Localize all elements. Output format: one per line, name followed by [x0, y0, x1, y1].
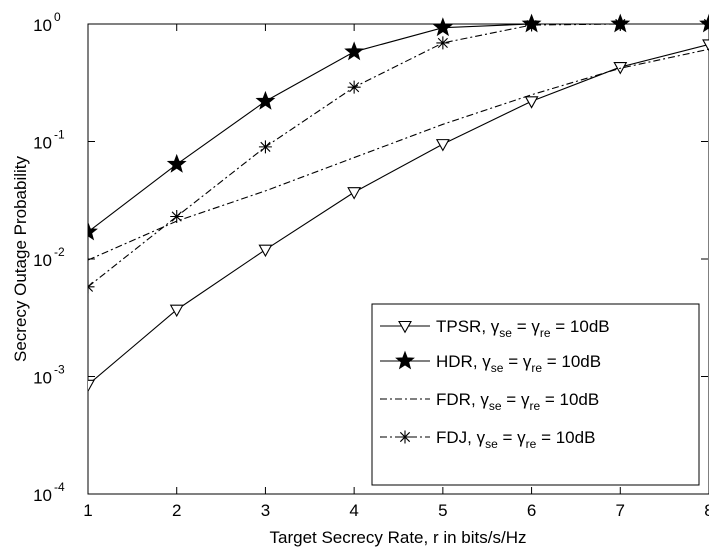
y-tick-label: 10 [33, 16, 52, 35]
marker-triangle [258, 244, 273, 258]
marker-triangle [435, 139, 450, 152]
y-tick-label: 10 [33, 486, 52, 505]
marker-triangle [347, 187, 362, 200]
marker-asterisk [347, 80, 361, 94]
legend-box [371, 303, 700, 486]
x-tick-label: 7 [616, 501, 625, 520]
marker-asterisk [398, 430, 412, 444]
x-tick-label: 1 [83, 501, 92, 520]
marker-triangle [702, 39, 709, 52]
legend-label: TPSR, γse = γre = 10dB [436, 317, 610, 340]
y-axis-label: Secrecy Outage Probability [11, 156, 30, 362]
marker-triangle [88, 379, 95, 393]
marker-star [395, 350, 415, 370]
marker-star [699, 13, 709, 33]
marker-star [255, 90, 276, 110]
y-tick-label: 10 [33, 134, 52, 153]
marker-asterisk [525, 18, 539, 32]
y-tick-label: 10 [33, 369, 52, 388]
legend: TPSR, γse = γre = 10dB HDR, γse = γre = 1… [371, 303, 700, 486]
x-tick-label: 8 [704, 501, 709, 520]
marker-asterisk [258, 140, 272, 154]
marker-asterisk [613, 17, 627, 31]
series-fdr [88, 48, 709, 261]
marker-star [88, 221, 98, 241]
y-tick-exponent: -4 [54, 480, 65, 494]
x-axis-label: Target Secrecy Rate, r in bits/s/Hz [270, 528, 527, 547]
x-tick-label: 6 [527, 501, 536, 520]
legend-label: HDR, γse = γre = 10dB [436, 352, 601, 375]
marker-triangle [524, 96, 539, 109]
x-tick-label: 2 [172, 501, 181, 520]
marker-triangle [398, 320, 412, 334]
marker-star [344, 41, 365, 61]
y-tick-exponent: -2 [54, 245, 65, 259]
y-tick-label: 10 [33, 251, 52, 270]
series-line [88, 48, 709, 261]
marker-triangle [169, 304, 184, 318]
marker-asterisk [170, 209, 184, 223]
y-tick-exponent: -3 [54, 363, 65, 377]
marker-asterisk [436, 36, 450, 50]
y-tick-exponent: 0 [54, 10, 61, 24]
series-fdj [88, 17, 709, 294]
x-tick-label: 3 [261, 501, 270, 520]
legend-label: FDR, γse = γre = 10dB [436, 390, 599, 413]
x-tick-label: 4 [349, 501, 358, 520]
series-layer [88, 13, 709, 393]
y-tick-exponent: -1 [54, 128, 65, 142]
legend-label: FDJ, γse = γre = 10dB [436, 428, 595, 451]
series-line [88, 23, 709, 288]
marker-asterisk [88, 280, 95, 294]
marker-star [166, 153, 187, 173]
marker-star [432, 17, 453, 37]
series-tpsr [88, 39, 709, 393]
x-tick-label: 5 [438, 501, 447, 520]
